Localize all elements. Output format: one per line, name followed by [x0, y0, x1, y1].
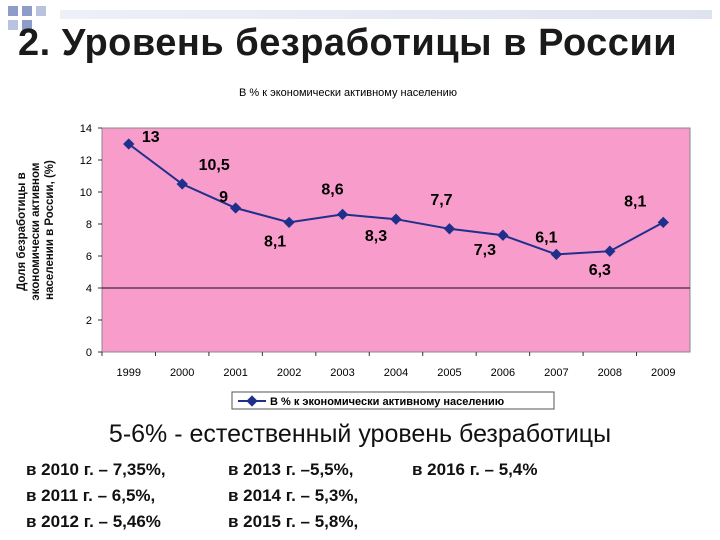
- x-tick-label: 2005: [437, 367, 461, 379]
- y-tick-label: 0: [86, 347, 92, 359]
- data-label: 6,3: [589, 262, 611, 279]
- y-axis-label: Доля безработицы в экономически активном…: [16, 159, 56, 300]
- data-point: [550, 248, 563, 261]
- y-tick-label: 14: [80, 123, 92, 135]
- y-tick-label: 8: [86, 219, 92, 231]
- legend: В % к экономически активному населению: [231, 391, 555, 410]
- fact-2014: в 2014 г. – 5,3%,: [228, 486, 359, 505]
- facts-column-3: в 2016 г. – 5,4%: [412, 457, 537, 483]
- x-tick-label: 2001: [223, 367, 247, 379]
- data-label: 7,7: [430, 192, 452, 209]
- data-label: 6,1: [535, 229, 557, 246]
- fact-2016: в 2016 г. – 5,4%: [412, 460, 538, 479]
- data-point: [497, 229, 509, 241]
- y-tick-label: 4: [86, 283, 92, 295]
- y-axis-label-line-2: экономически активном: [30, 163, 42, 301]
- y-tick-label: 10: [80, 187, 92, 199]
- data-point: [176, 178, 188, 190]
- x-tick-label: 2006: [491, 367, 515, 379]
- legend-swatch-marker: [246, 395, 258, 407]
- chart-layer: 0 2 4 6 8 10 12 14 1999 2000 2001 2002 2003 2004 2005 2…: [80, 123, 690, 379]
- data-point: [123, 138, 135, 150]
- y-axis-label-line-3: населении в России, (%): [44, 160, 56, 300]
- data-point: [283, 216, 295, 229]
- y-tick-label: 6: [86, 251, 92, 263]
- data-point: [336, 208, 349, 221]
- data-label: 13: [142, 129, 160, 146]
- data-label: 7,3: [474, 242, 496, 259]
- data-point: [229, 202, 242, 214]
- data-point: [443, 223, 456, 235]
- fact-2013: в 2013 г. –5,5%,: [228, 460, 354, 479]
- data-label: 8,3: [365, 228, 387, 245]
- data-label: 8,1: [624, 193, 646, 210]
- fact-2011: в 2011 г. – 6,5%,: [26, 486, 156, 505]
- data-label: 8,6: [321, 181, 343, 198]
- slide-title: 2. Уровень безработицы в России: [18, 22, 678, 64]
- x-tick-label: 1999: [116, 367, 140, 379]
- data-label: 10,5: [199, 157, 230, 174]
- x-tick-label: 2009: [651, 367, 675, 379]
- data-point: [657, 216, 669, 229]
- data-point: [604, 245, 616, 257]
- y-tick-label: 2: [86, 315, 92, 327]
- fact-2012: в 2012 г. – 5,46%: [26, 512, 161, 531]
- y-tick-label: 12: [80, 155, 92, 167]
- data-label: 8,1: [264, 233, 286, 250]
- chart-title: В % к экономически активному населению: [239, 87, 457, 99]
- y-axis-label-line-1: Доля безработицы в: [16, 172, 28, 291]
- plot-area: [101, 127, 691, 353]
- data-point: [390, 213, 402, 225]
- x-tick-label: 2003: [330, 367, 354, 379]
- x-tick-label: 2000: [170, 367, 194, 379]
- legend-label: В % к экономически активному населению: [270, 396, 504, 408]
- facts-column-1: в 2010 г. – 7,35%, в 2011 г. – 6,5%, в 2…: [26, 457, 166, 535]
- x-tick-label: 2004: [384, 367, 408, 379]
- facts-column-2: в 2013 г. –5,5%, в 2014 г. – 5,3%, в 201…: [228, 457, 358, 535]
- x-tick-label: 2008: [598, 367, 622, 379]
- x-tick-label: 2007: [544, 367, 568, 379]
- x-tick-label: 2002: [277, 367, 301, 379]
- fact-2015: в 2015 г. – 5,8%,: [228, 512, 359, 531]
- fact-2010: в 2010 г. – 7,35%,: [26, 460, 166, 479]
- subtitle: 5-6% - естественный уровень безработицы: [108, 420, 612, 448]
- data-label: 9: [219, 189, 228, 206]
- legend-box: [231, 391, 555, 410]
